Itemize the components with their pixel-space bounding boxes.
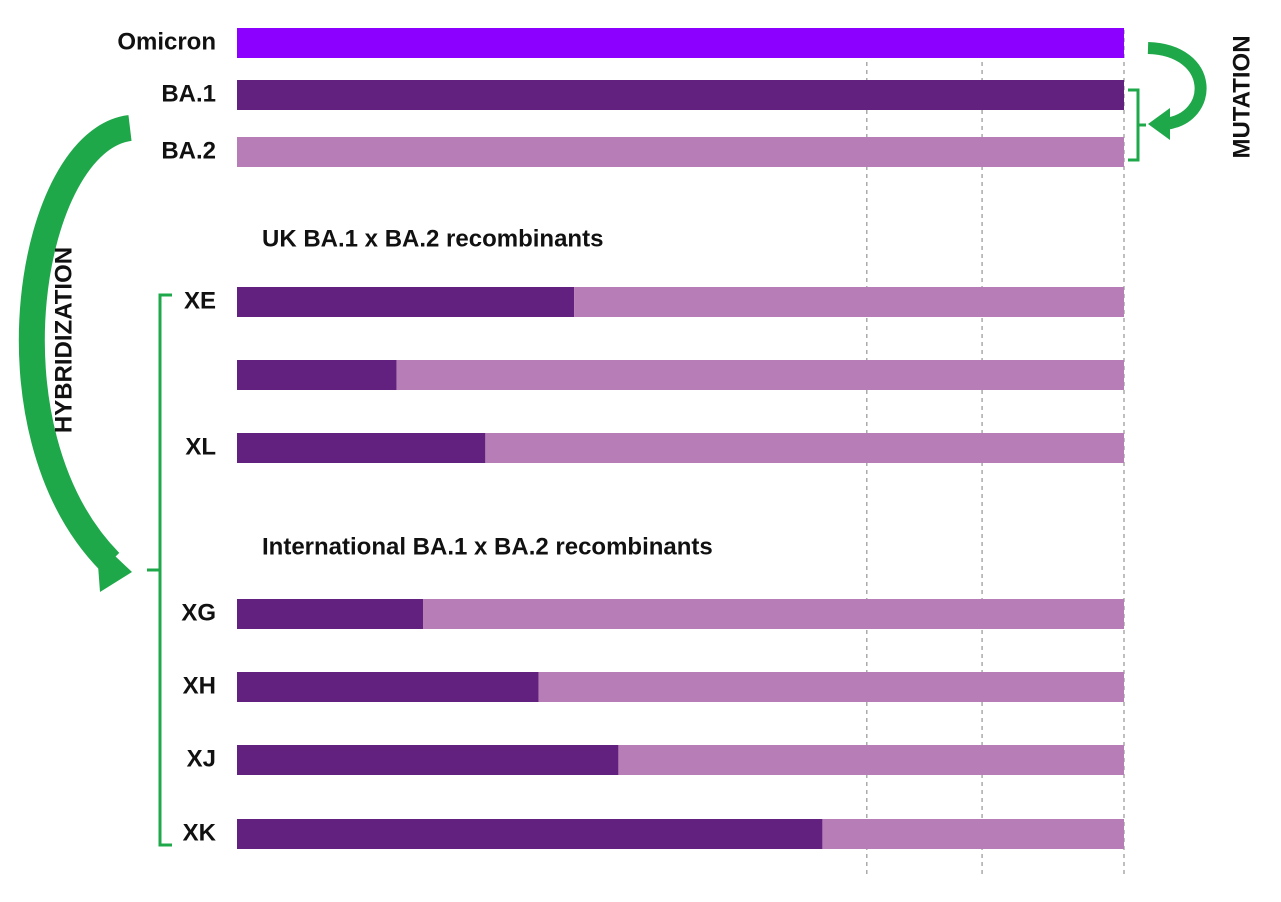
ba2-segment — [574, 287, 1124, 317]
bracket — [147, 293, 172, 847]
row-label: XK — [183, 819, 217, 846]
arrow-body — [1147, 42, 1207, 130]
hybridization-arrow — [18, 115, 172, 847]
ba1-segment — [237, 819, 823, 849]
group-title: International BA.1 x BA.2 recombinants — [262, 533, 713, 560]
row-label: BA.1 — [161, 80, 216, 107]
row-label: XH — [183, 672, 216, 699]
row-label: XE — [184, 287, 216, 314]
bar — [237, 137, 1124, 167]
mutation-arrow — [1128, 42, 1207, 162]
bar — [237, 80, 1124, 110]
ba2-segment — [396, 360, 1124, 390]
ba2-segment — [423, 599, 1124, 629]
row-label: BA.2 — [161, 137, 216, 164]
ba1-segment — [237, 672, 539, 702]
group-title: UK BA.1 x BA.2 recombinants — [262, 225, 603, 252]
ba1-segment — [237, 745, 619, 775]
ba2-segment — [618, 745, 1124, 775]
ba1-segment — [237, 287, 575, 317]
bar — [237, 28, 1124, 58]
row-label: XG — [181, 599, 216, 626]
row-label: XJ — [187, 745, 216, 772]
ba2-segment — [822, 819, 1124, 849]
arrow-head — [1148, 108, 1170, 140]
ba1-segment — [237, 360, 397, 390]
arrow-body — [18, 115, 133, 572]
bracket — [1128, 88, 1146, 162]
arrow-head — [96, 538, 132, 592]
ba2-segment — [538, 672, 1124, 702]
row-label: Omicron — [117, 28, 216, 55]
hybridization-label: HYBRIDIZATION — [50, 247, 77, 433]
ba1-segment — [237, 433, 486, 463]
ba2-segment — [485, 433, 1124, 463]
row-label: XL — [185, 433, 216, 460]
mutation-label: MUTATION — [1228, 35, 1255, 158]
ba1-segment — [237, 599, 424, 629]
